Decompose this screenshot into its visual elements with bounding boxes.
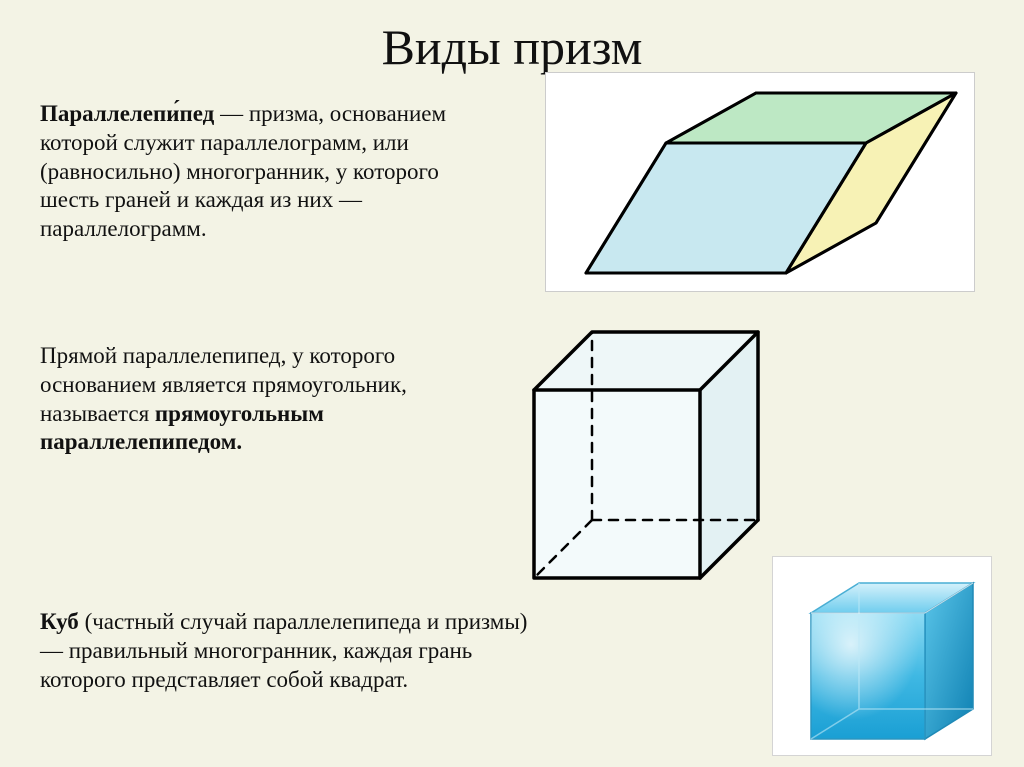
section-rectangular: Прямой параллелепипед, у которого основа…: [40, 342, 500, 457]
def-rectangular: Прямой параллелепипед, у которого основа…: [40, 342, 500, 457]
svg-cube: [773, 557, 991, 755]
svg-rect-box: [500, 310, 780, 590]
def-cube: Куб (частный случай параллелепипеда и пр…: [40, 608, 540, 694]
figure-cube: [772, 556, 992, 756]
page-title: Виды призм: [0, 0, 1024, 76]
term-cube: Куб: [40, 609, 79, 634]
section-cube: Куб (частный случай параллелепипеда и пр…: [40, 608, 540, 694]
svg-oblique: [546, 73, 974, 291]
section-parallelepiped: Параллелепи́пед — призма, основанием кот…: [40, 100, 470, 244]
figure-rect-parallelepiped: [500, 310, 780, 590]
figure-oblique-parallelepiped: [545, 72, 975, 292]
def-parallelepiped: Параллелепи́пед — призма, основанием кот…: [40, 100, 470, 244]
term-parallelepiped: Параллелепи́пед: [40, 101, 214, 126]
def-cube-rest: (частный случай параллелепипеда и призмы…: [40, 609, 527, 692]
